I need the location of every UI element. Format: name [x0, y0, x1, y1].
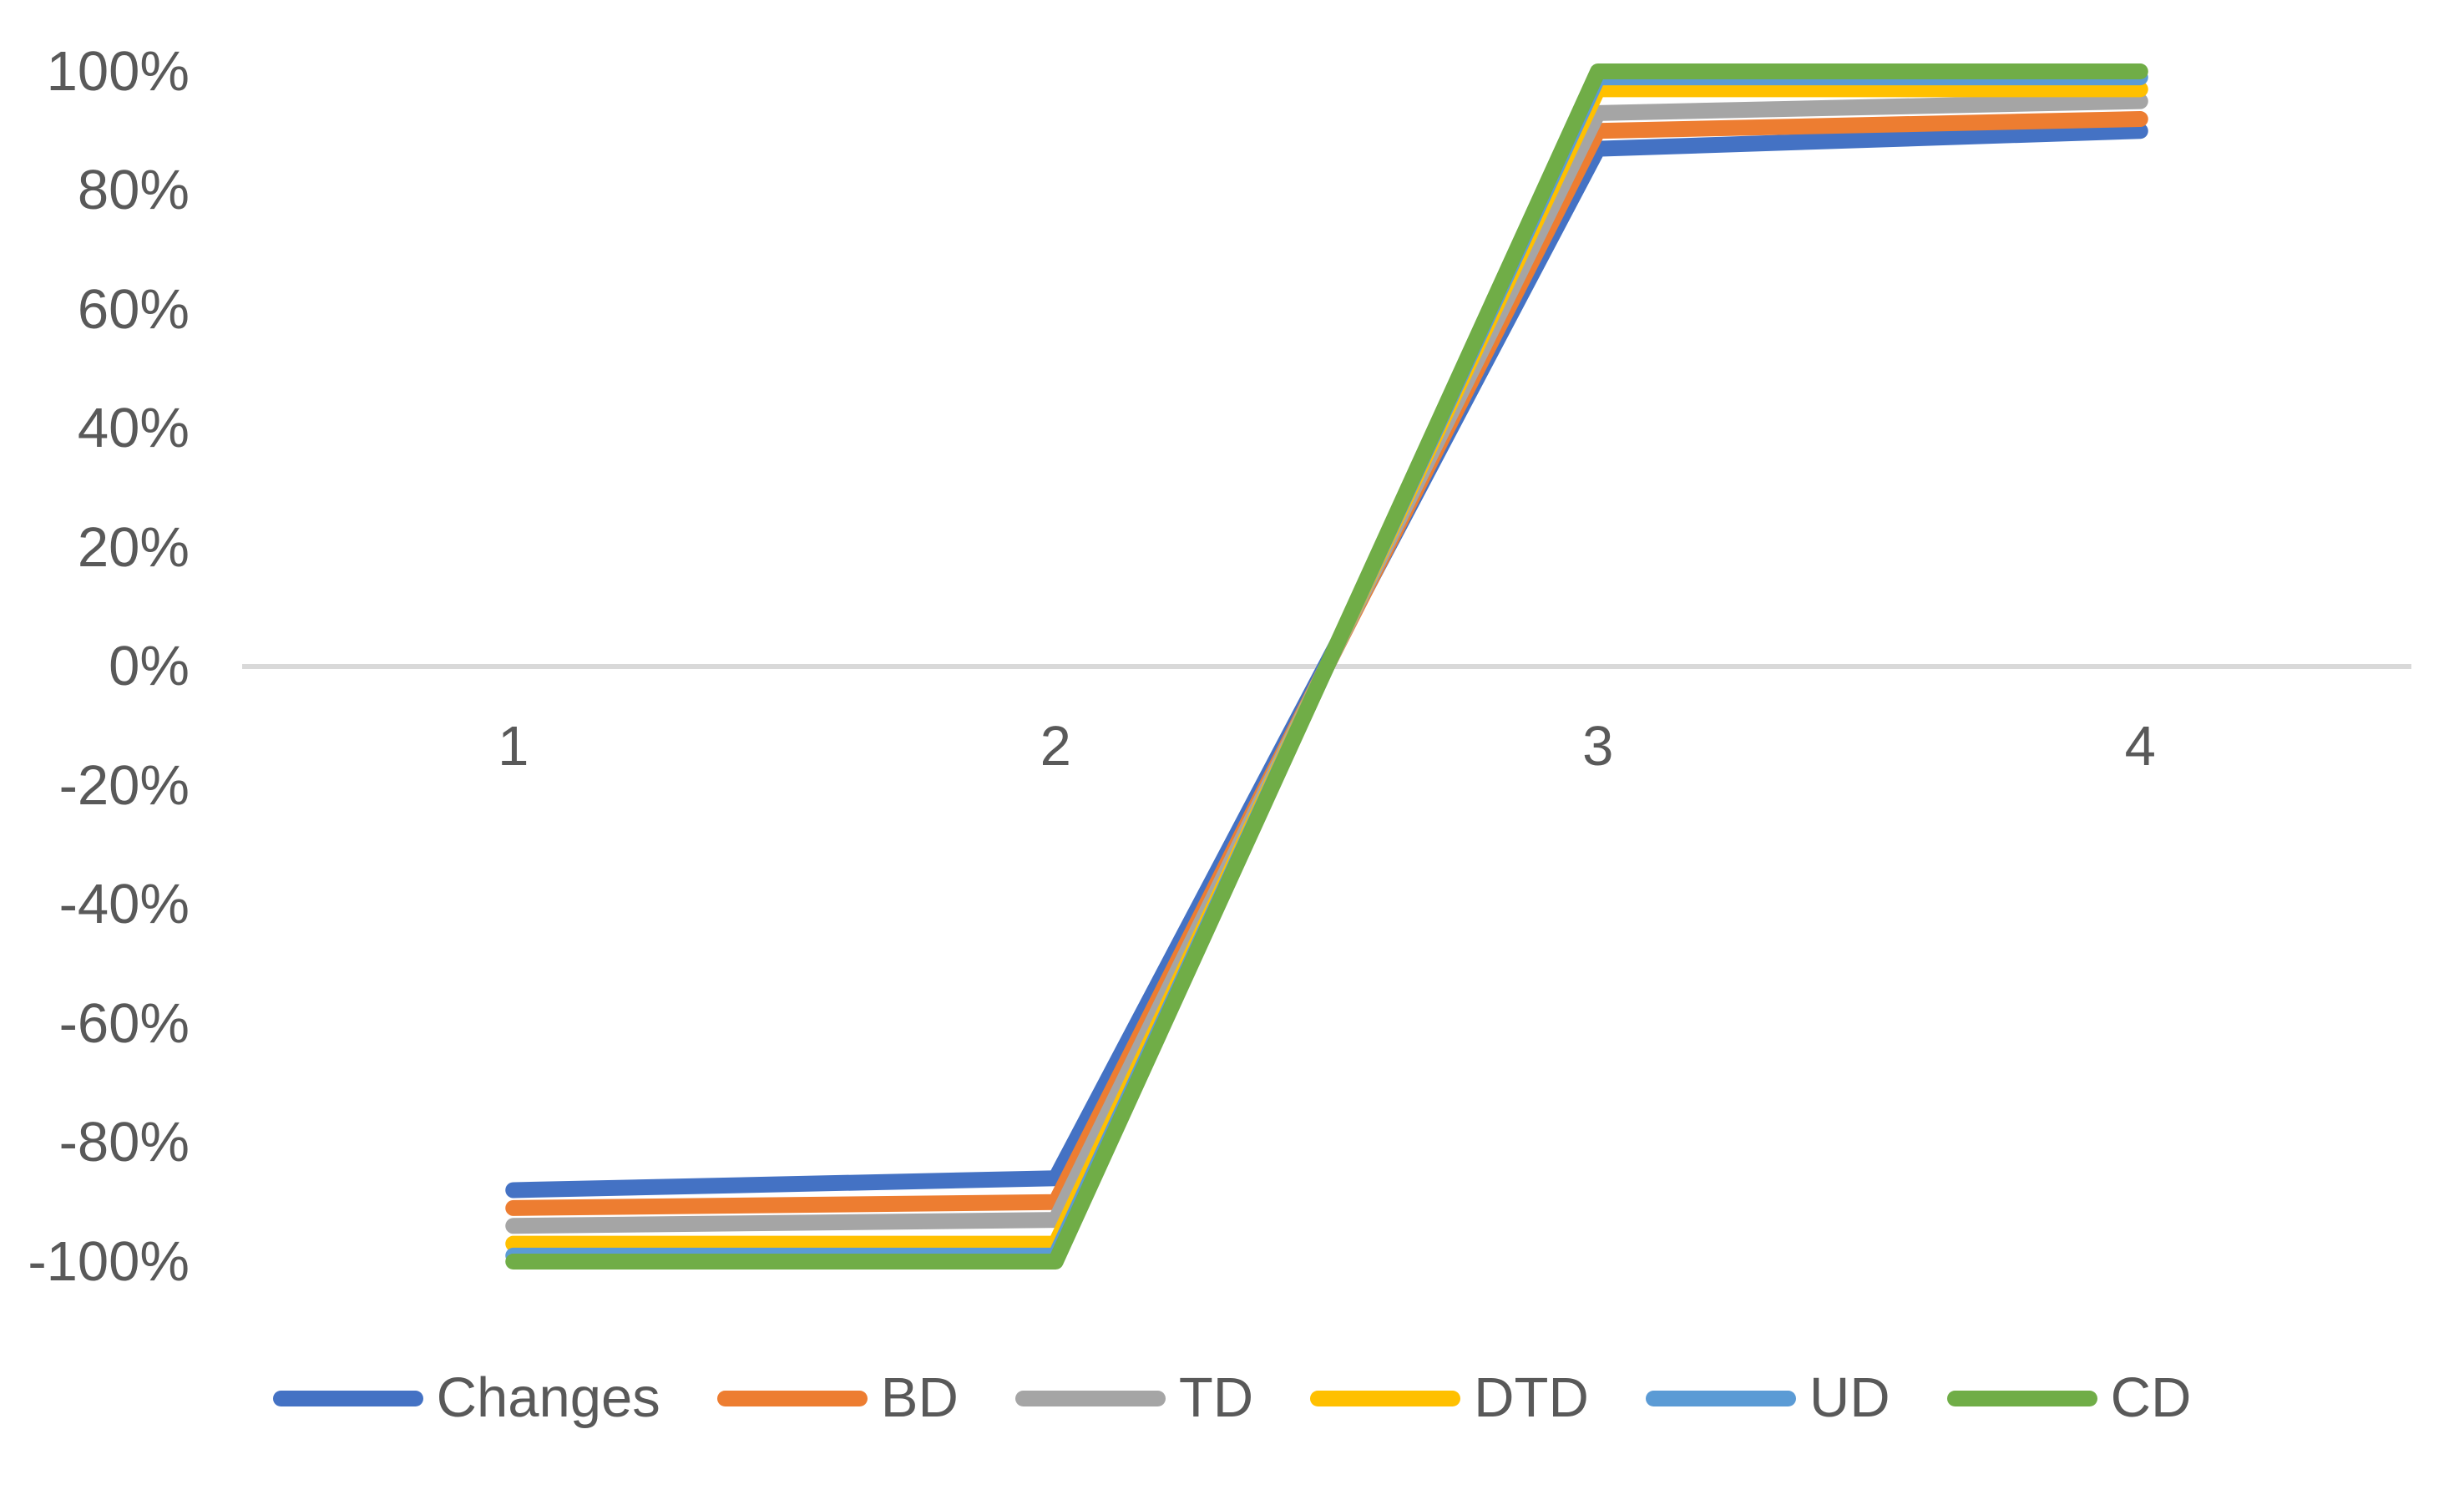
legend-swatch-ud [1645, 1390, 1796, 1406]
x-axis-tick-label: 1 [498, 715, 529, 778]
legend-swatch-bd [716, 1390, 868, 1406]
legend-label: DTD [1474, 1366, 1589, 1429]
legend-swatch-dtd [1310, 1390, 1461, 1406]
y-axis-tick-label: -60% [58, 991, 190, 1055]
x-axis-tick-label: 2 [1040, 715, 1071, 778]
legend-item-bd: BD [716, 1361, 959, 1436]
x-axis-tick-label: 3 [1582, 715, 1614, 778]
y-axis-tick-label: 60% [77, 277, 190, 341]
y-axis-tick-label: 20% [77, 515, 190, 579]
legend-label: UD [1809, 1366, 1890, 1429]
legend-label: BD [880, 1366, 959, 1429]
legend-label: Changes [436, 1366, 660, 1429]
legend-label: TD [1178, 1366, 1254, 1429]
legend-item-cd: CD [1946, 1361, 2192, 1436]
legend-item-dtd: DTD [1310, 1361, 1589, 1436]
x-axis-tick-label: 4 [2124, 715, 2156, 778]
legend-item-changes: Changes [272, 1361, 660, 1436]
y-axis-tick-label: 40% [77, 397, 190, 459]
legend-swatch-changes [272, 1390, 423, 1406]
legend-label: CD [2110, 1366, 2192, 1429]
legend: Changes BD TD DTD UD CD [0, 1361, 2464, 1436]
y-axis-tick-label: 100% [46, 39, 190, 103]
legend-swatch-td [1014, 1390, 1166, 1406]
legend-item-ud: UD [1645, 1361, 1890, 1436]
y-axis-tick-label: -20% [58, 753, 190, 817]
y-axis-tick-label: -100% [28, 1229, 190, 1293]
y-axis-tick-label: -80% [58, 1111, 190, 1173]
legend-item-td: TD [1014, 1361, 1254, 1436]
series-line-cd [505, 63, 2148, 1270]
y-axis-tick-label: 80% [77, 159, 190, 221]
y-axis-tick-label: 0% [109, 635, 190, 697]
legend-swatch-cd [1946, 1390, 2097, 1406]
y-axis-tick-label: -40% [58, 873, 190, 935]
